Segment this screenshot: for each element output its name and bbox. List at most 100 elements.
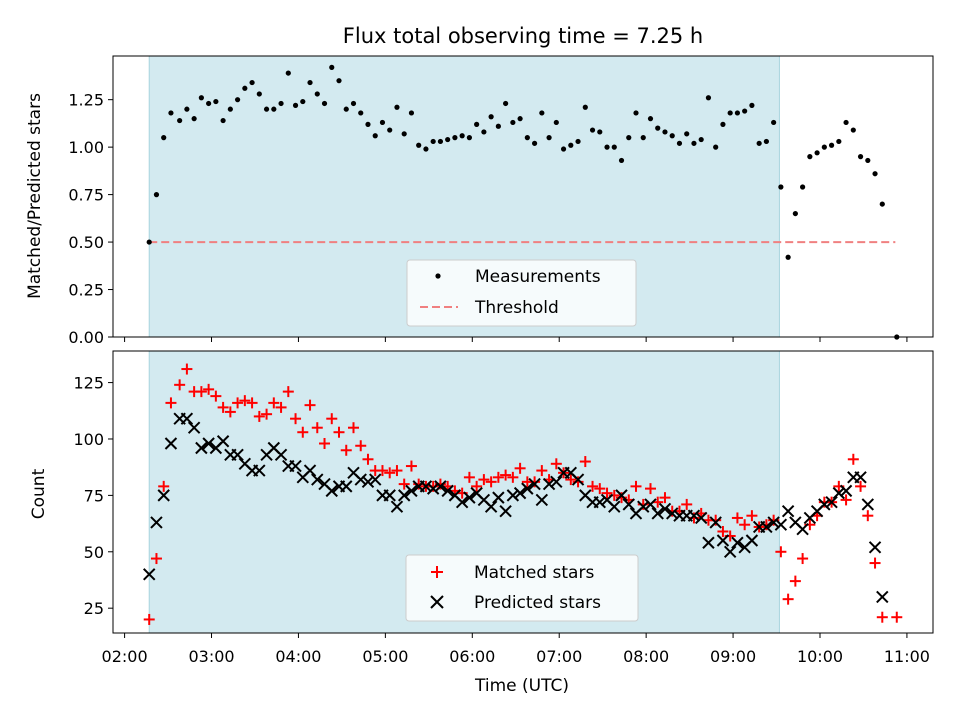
predicted-star-point bbox=[832, 486, 846, 500]
measurement-point bbox=[445, 136, 451, 143]
measurement-point bbox=[684, 131, 690, 137]
measurement-point bbox=[503, 100, 509, 107]
predicted-star-point bbox=[405, 484, 418, 498]
matched-star-point bbox=[355, 440, 367, 452]
matched-star-point bbox=[253, 410, 265, 422]
predicted-star-point bbox=[157, 489, 170, 502]
matched-star-point bbox=[565, 474, 577, 486]
matched-star-point bbox=[319, 437, 331, 449]
matched-star-point bbox=[232, 397, 244, 409]
measurement-point bbox=[589, 127, 596, 133]
measurement-point bbox=[785, 254, 791, 260]
matched-star-point bbox=[782, 593, 794, 605]
measurement-point bbox=[669, 133, 675, 139]
measurement-point bbox=[850, 127, 856, 133]
matched-star-point bbox=[304, 399, 316, 411]
matched-star-point bbox=[261, 408, 273, 420]
predicted-star-point bbox=[455, 495, 469, 509]
measurement-point bbox=[727, 110, 733, 116]
predicted-star-point bbox=[658, 502, 672, 516]
matched-star-point bbox=[224, 406, 236, 418]
matched-star-point bbox=[601, 487, 613, 499]
measurement-point bbox=[626, 135, 632, 141]
predicted-star-point bbox=[694, 511, 708, 525]
measurement-point bbox=[821, 144, 827, 150]
measurement-point bbox=[662, 129, 668, 135]
time-x-tick-label: 10:00 bbox=[797, 647, 843, 666]
measurement-point bbox=[546, 135, 552, 141]
measurement-point bbox=[387, 127, 393, 133]
predicted-star-point bbox=[818, 498, 831, 511]
matched-star-point bbox=[862, 510, 874, 522]
measurement-point bbox=[416, 142, 422, 148]
time-x-tick-label: 04:00 bbox=[275, 647, 321, 666]
measurement-point bbox=[206, 100, 212, 107]
predicted-star-point bbox=[441, 484, 454, 498]
predicted-star-point bbox=[854, 471, 867, 484]
measurement-point bbox=[742, 108, 748, 114]
measurement-point bbox=[292, 102, 299, 108]
x-axis-label: Time (UTC) bbox=[474, 676, 569, 696]
matched-star-point bbox=[876, 611, 888, 623]
measurement-point bbox=[146, 239, 152, 245]
ratio-y-ticks: 0.00 0.25 0.50 0.75 1.00 1.25 bbox=[68, 91, 113, 347]
predicted-star-point bbox=[608, 500, 621, 513]
predicted-star-point bbox=[637, 500, 650, 513]
predicted-star-point bbox=[150, 516, 163, 529]
measurement-point bbox=[611, 144, 617, 150]
predicted-star-point bbox=[839, 484, 853, 498]
measurement-points bbox=[146, 64, 900, 340]
predicted-star-point bbox=[187, 421, 201, 434]
ratio-panel: 0.00 0.25 0.50 0.75 1.00 1.25 Flux total obse… bbox=[25, 24, 934, 347]
predicted-star-point bbox=[340, 480, 353, 493]
measurement-point bbox=[597, 129, 603, 135]
measurement-point bbox=[271, 106, 277, 112]
measurement-point bbox=[372, 133, 378, 139]
predicted-star-point bbox=[506, 489, 520, 502]
measurement-point bbox=[329, 64, 335, 70]
measurement-point bbox=[575, 138, 581, 145]
predicted-star-point bbox=[774, 518, 788, 531]
matched-star-point bbox=[471, 480, 483, 492]
matched-star-point bbox=[847, 453, 859, 465]
measurement-point bbox=[481, 129, 487, 135]
time-x-ticks: 02:00 03:00 04:00 05:00 06:00 07:00 08:00 09:00… bbox=[102, 633, 930, 666]
predicted-star-point bbox=[390, 500, 404, 513]
measurement-point bbox=[582, 104, 588, 110]
measurement-point bbox=[771, 119, 777, 126]
measurement-point bbox=[633, 110, 639, 116]
matched-star-point bbox=[731, 512, 743, 524]
measurement-point bbox=[300, 98, 306, 105]
ratio-y-tick-label: 0.00 bbox=[68, 328, 104, 347]
measurement-point bbox=[234, 97, 241, 103]
measurement-point bbox=[553, 119, 559, 126]
measurement-point bbox=[618, 157, 625, 164]
predicted-star-point bbox=[723, 545, 737, 558]
measurement-point bbox=[191, 116, 197, 122]
measurement-point bbox=[560, 146, 567, 152]
matched-star-point bbox=[507, 471, 519, 483]
predicted-star-point bbox=[767, 516, 780, 529]
matched-star-point bbox=[311, 422, 323, 434]
count-y-tick-label: 100 bbox=[73, 430, 104, 449]
predicted-star-point bbox=[825, 495, 838, 509]
predicted-star-point bbox=[231, 448, 244, 461]
matched-star-point bbox=[492, 471, 504, 483]
matched-star-point bbox=[239, 395, 251, 407]
measurement-point bbox=[800, 184, 806, 190]
predicted-star-point bbox=[760, 520, 773, 534]
measurement-point bbox=[488, 114, 494, 120]
time-x-tick-label: 08:00 bbox=[623, 647, 669, 666]
measurement-point bbox=[213, 98, 219, 105]
measurement-point bbox=[263, 106, 270, 112]
matched-star-point bbox=[869, 557, 881, 569]
matched-star-point bbox=[195, 386, 207, 398]
predicted-star-point bbox=[781, 504, 795, 518]
matched-star-point bbox=[203, 383, 215, 395]
matched-star-point bbox=[246, 397, 258, 409]
time-x-tick-label: 06:00 bbox=[449, 647, 495, 666]
matched-star-point bbox=[217, 401, 229, 413]
predicted-star-point bbox=[651, 507, 664, 520]
measurement-point bbox=[161, 135, 167, 141]
